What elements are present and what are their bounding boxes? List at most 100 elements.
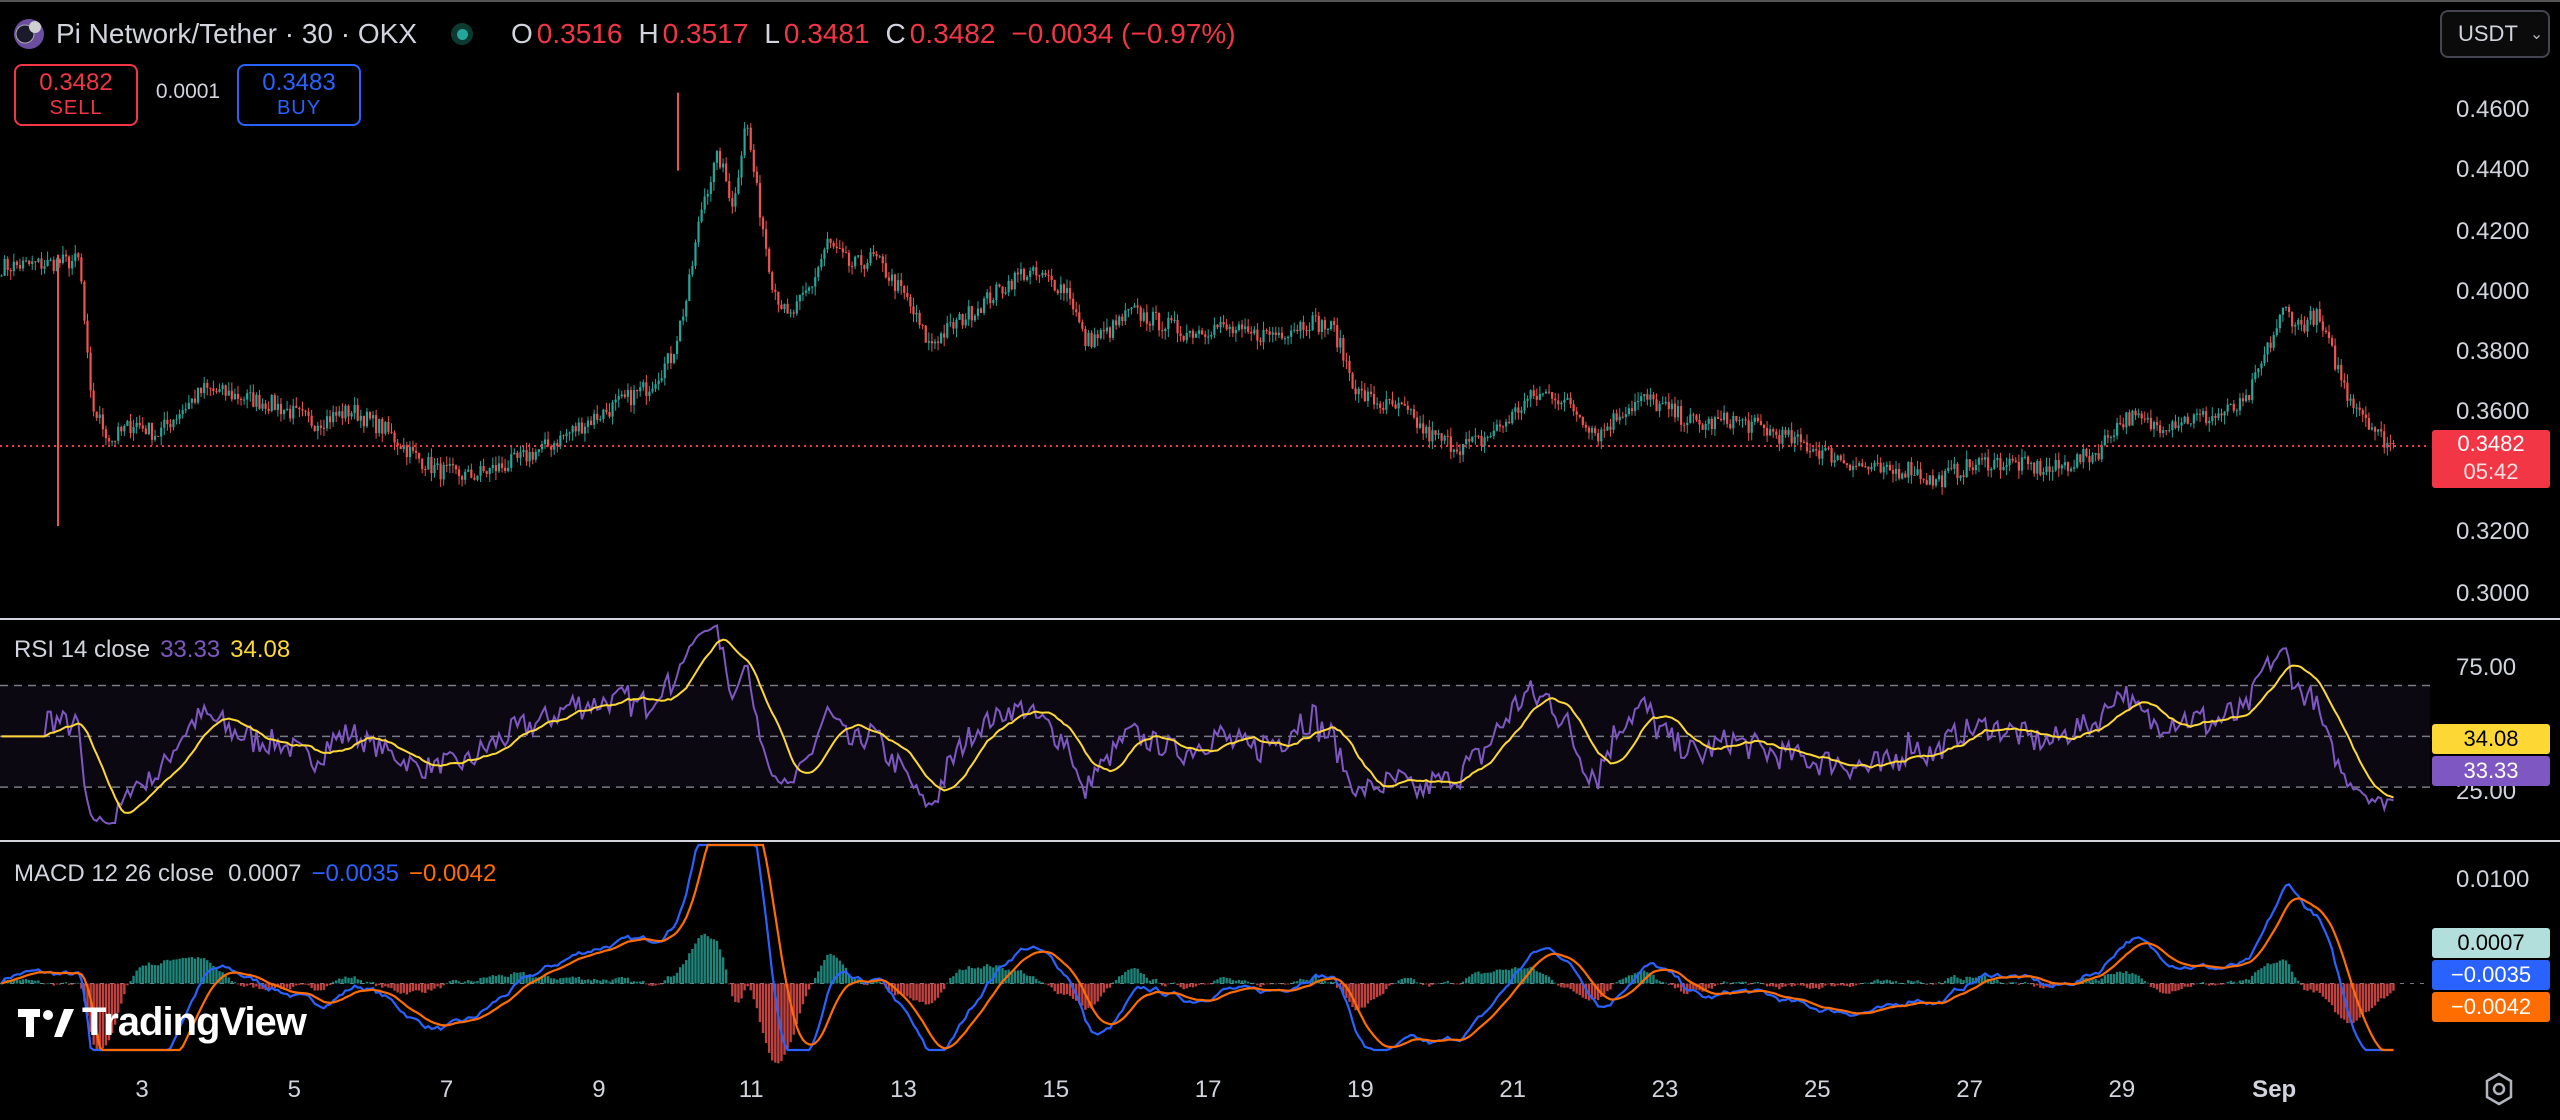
candle-body	[1630, 408, 1634, 411]
candle-body	[1207, 336, 1210, 338]
sell-button[interactable]: 0.3482 SELL	[14, 64, 138, 126]
candle-body	[2373, 427, 2377, 432]
candle-body	[611, 402, 614, 417]
candle-body	[1105, 327, 1109, 332]
candle-body	[2340, 365, 2343, 381]
macd-histogram-bar	[1787, 983, 1790, 985]
macd-histogram-bar	[1775, 983, 1778, 988]
macd-histogram-bar	[1170, 983, 1173, 985]
tradingview-logo[interactable]: TradingView	[18, 1000, 307, 1045]
candle-body	[1265, 330, 1268, 332]
market-open-icon[interactable]	[451, 23, 474, 45]
macd-histogram-bar	[15, 979, 19, 984]
time-axis-label: 23	[1651, 1076, 1679, 1103]
candle-body	[2248, 395, 2251, 400]
macd-histogram-bar	[681, 964, 685, 984]
candle-body	[1274, 332, 1277, 335]
candle-body	[2260, 363, 2263, 369]
macd-histogram-bar	[1464, 978, 1468, 984]
candle-body	[365, 411, 369, 427]
macd-histogram-bar	[571, 976, 574, 984]
candle-body	[1047, 274, 1050, 276]
rsi-layer	[0, 624, 2430, 825]
macd-histogram-bar	[1492, 971, 1496, 984]
macd-histogram-bar	[1182, 983, 1185, 990]
symbol-title[interactable]: Pi Network/Tether · 30 · OKX	[56, 18, 418, 49]
candle-body	[697, 221, 700, 243]
candle-body	[1357, 388, 1360, 395]
candle-body	[1372, 394, 1376, 405]
macd-histogram-bar	[2223, 983, 2226, 985]
candle-body	[461, 476, 464, 480]
macd-histogram-bar	[1130, 968, 1133, 984]
candle-body	[1474, 435, 1477, 437]
macd-histogram-bar	[147, 962, 151, 984]
macd-histogram-bar	[758, 983, 762, 1023]
candle-body	[2220, 413, 2223, 416]
rsi-legend[interactable]: RSI 14 close 33.33 34.08	[14, 636, 290, 664]
candle-body	[1093, 334, 1096, 347]
candle-body	[749, 127, 752, 150]
macd-histogram-bar	[393, 983, 396, 991]
macd-legend[interactable]: MACD 12 26 close 0.0007 −0.0035 −0.0042	[14, 860, 496, 888]
macd-histogram-bar	[1557, 983, 1560, 986]
macd-histogram-bar	[2195, 983, 2199, 985]
candle-body	[328, 416, 332, 423]
macd-histogram-bar	[12, 979, 16, 984]
macd-histogram-bar	[1102, 983, 1106, 993]
macd-histogram-bar	[568, 977, 571, 984]
macd-histogram-bar	[497, 974, 501, 984]
candle-body	[568, 432, 571, 434]
candle-body	[1894, 468, 1898, 474]
time-axis-label: 29	[2108, 1076, 2136, 1103]
candle-body	[807, 287, 811, 291]
macd-histogram-bar	[921, 983, 924, 1002]
macd-histogram-bar	[1191, 983, 1195, 988]
macd-histogram-bar	[1391, 983, 1394, 985]
candle-body	[1213, 324, 1216, 336]
candle-body	[755, 171, 758, 183]
currency-select[interactable]: USDT ⌄	[2440, 10, 2550, 58]
macd-histogram-bar	[2367, 983, 2371, 1012]
macd-histogram-bar	[399, 983, 402, 994]
macd-histogram-bar	[872, 981, 875, 984]
macd-histogram-bar	[546, 976, 550, 984]
macd-histogram-bar	[172, 959, 175, 984]
time-axis-label: 3	[135, 1076, 149, 1103]
candle-body	[1415, 417, 1419, 428]
candle-body	[789, 312, 792, 314]
macd-histogram-bar	[721, 957, 725, 984]
candle-body	[2014, 460, 2017, 462]
macd-histogram-bar	[1213, 980, 1216, 984]
candle-body	[1707, 418, 1710, 424]
candle-body	[1713, 417, 1716, 429]
macd-histogram-bar	[2235, 982, 2239, 984]
candle-body	[998, 284, 1001, 287]
macd-histogram-bar	[1326, 982, 1330, 984]
macd-histogram-bar	[2201, 981, 2205, 984]
candle-body	[150, 422, 154, 440]
macd-histogram-bar	[1127, 969, 1130, 984]
candle-body	[1133, 305, 1136, 308]
candle-body	[709, 182, 712, 195]
gear-icon[interactable]	[2482, 1072, 2516, 1106]
buy-button[interactable]: 0.3483 BUY	[237, 64, 361, 126]
macd-histogram-bar	[1544, 975, 1548, 984]
candle-body	[1762, 424, 1766, 429]
macd-histogram-bar	[2229, 980, 2232, 984]
macd-histogram-bar	[1953, 975, 1956, 984]
macd-histogram-bar	[639, 981, 642, 984]
macd-histogram-bar	[1713, 983, 1717, 987]
candle-body	[1587, 427, 1591, 433]
macd-histogram-bar	[1759, 982, 1763, 984]
candle-body	[811, 286, 814, 288]
candle-body	[1621, 416, 1624, 418]
macd-histogram-bar	[1250, 982, 1253, 984]
macd-histogram-bar	[767, 983, 771, 1053]
candle-body	[172, 419, 175, 428]
macd-histogram-bar	[491, 975, 495, 984]
candle-body	[203, 383, 206, 394]
macd-histogram-bar	[1099, 983, 1102, 997]
time-axis-label: Sep	[2252, 1076, 2297, 1103]
